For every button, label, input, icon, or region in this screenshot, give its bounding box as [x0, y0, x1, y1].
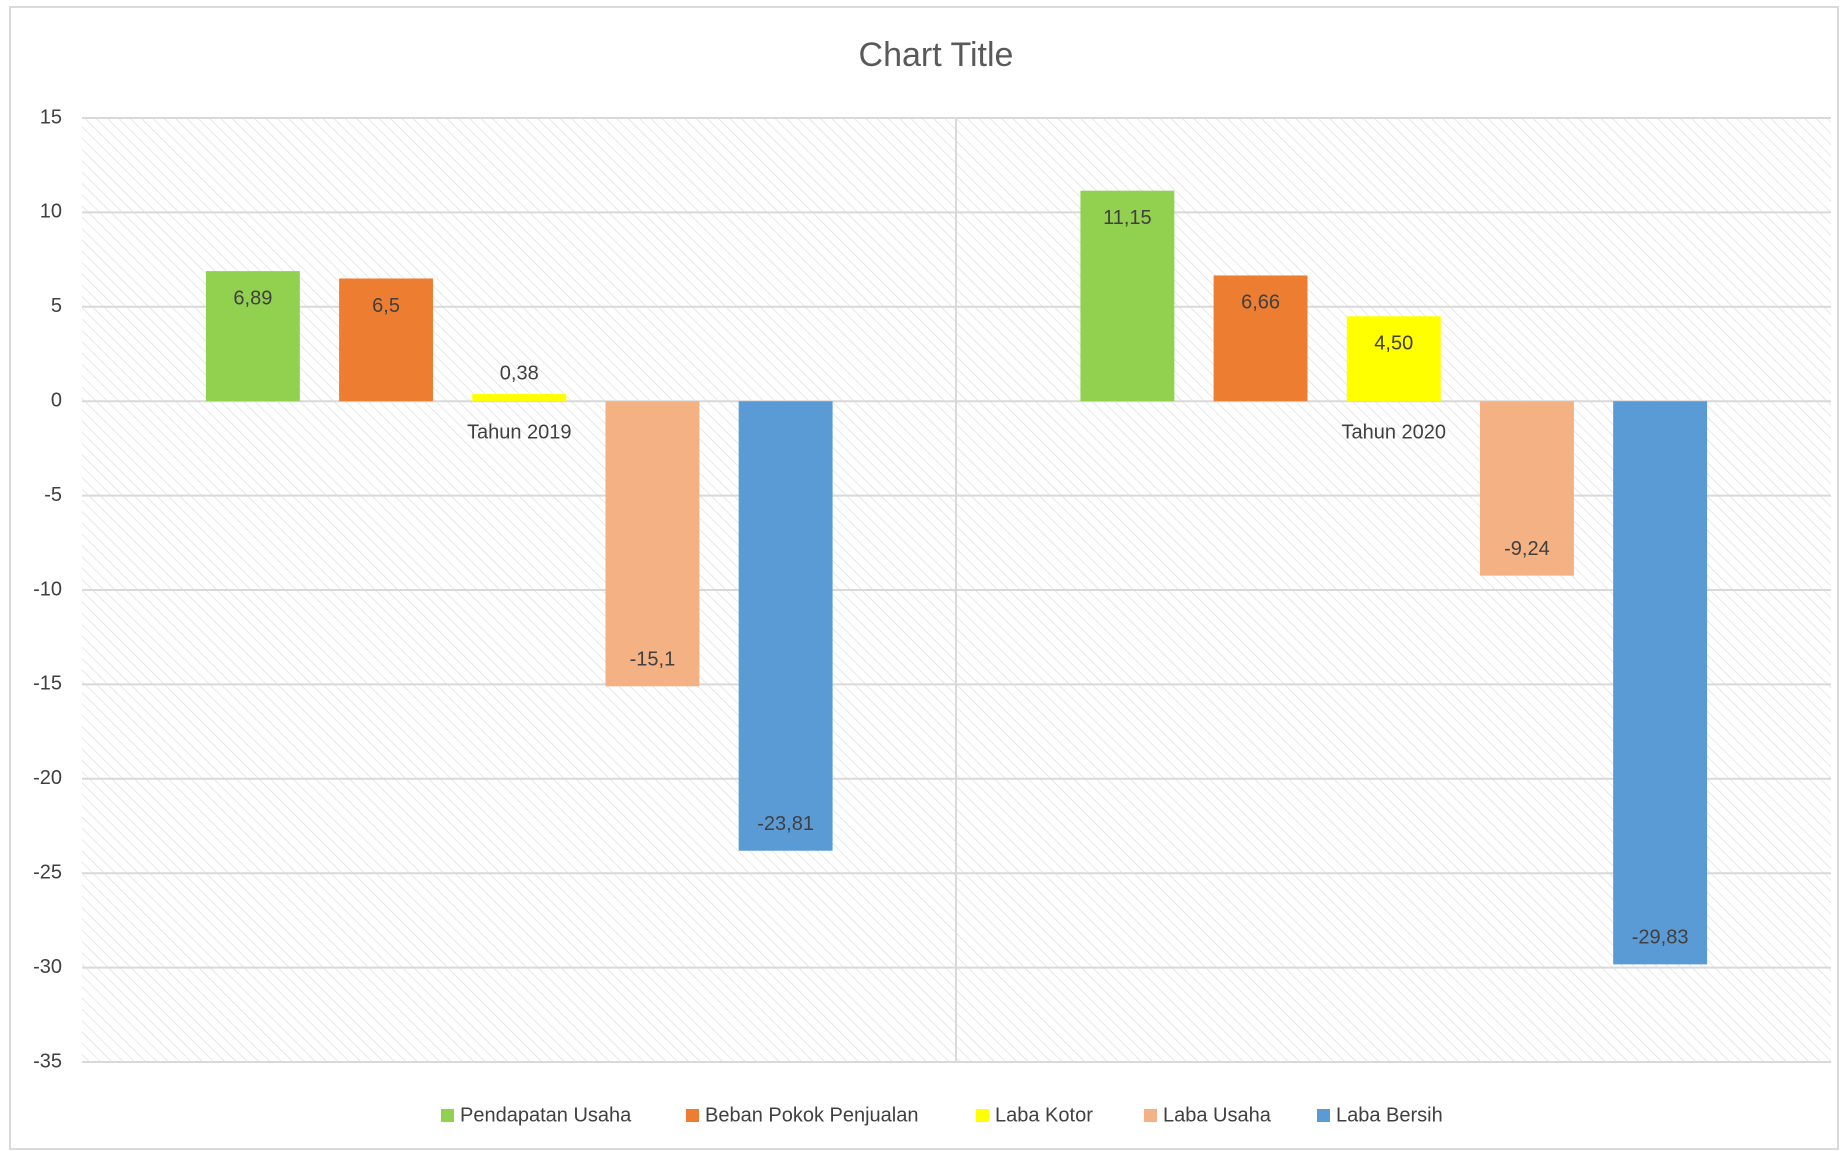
y-tick-label: 0	[51, 389, 62, 411]
legend-swatch	[1144, 1109, 1157, 1122]
legend-label: Laba Kotor	[995, 1104, 1093, 1126]
value-label: 4,50	[1374, 333, 1413, 355]
bar	[472, 394, 567, 402]
x-tick-label: Tahun 2019	[467, 421, 572, 443]
y-tick-label: -35	[33, 1050, 62, 1072]
x-tick-label: Tahun 2020	[1341, 421, 1446, 443]
y-tick-label: 10	[40, 201, 62, 223]
legend-swatch	[686, 1109, 699, 1122]
y-tick-label: 15	[40, 106, 62, 128]
value-label: 11,15	[1103, 207, 1152, 229]
value-label: -29,83	[1632, 927, 1689, 949]
legend-swatch	[1317, 1109, 1330, 1122]
legend-swatch	[441, 1109, 454, 1122]
value-label: 6,5	[372, 295, 400, 317]
bar	[738, 401, 833, 851]
bar	[1613, 401, 1708, 965]
bar	[1080, 190, 1175, 402]
bar	[339, 278, 434, 402]
value-label: 0,38	[500, 362, 539, 384]
bar	[205, 271, 300, 402]
chart-title: Chart Title	[859, 36, 1014, 74]
bar	[1213, 275, 1308, 402]
legend-label: Laba Bersih	[1336, 1104, 1443, 1126]
value-label: -9,24	[1504, 538, 1550, 560]
value-label: -15,1	[630, 649, 676, 671]
legend-swatch	[976, 1109, 989, 1122]
y-tick-label: -10	[33, 578, 62, 600]
y-tick-label: -15	[33, 673, 62, 695]
value-label: 6,89	[233, 287, 272, 309]
value-label: -23,81	[757, 813, 814, 835]
value-label: 6,66	[1241, 292, 1280, 314]
bar	[1346, 316, 1441, 402]
legend-label: Laba Usaha	[1163, 1104, 1272, 1126]
bar	[1479, 401, 1574, 576]
y-tick-label: 5	[51, 295, 62, 317]
y-tick-label: -5	[44, 484, 62, 506]
bar	[605, 401, 700, 687]
y-tick-label: -25	[33, 861, 62, 883]
y-tick-label: -20	[33, 767, 62, 789]
legend-label: Beban Pokok Penjualan	[705, 1104, 919, 1126]
legend-label: Pendapatan Usaha	[460, 1104, 632, 1126]
y-tick-label: -30	[33, 956, 62, 978]
